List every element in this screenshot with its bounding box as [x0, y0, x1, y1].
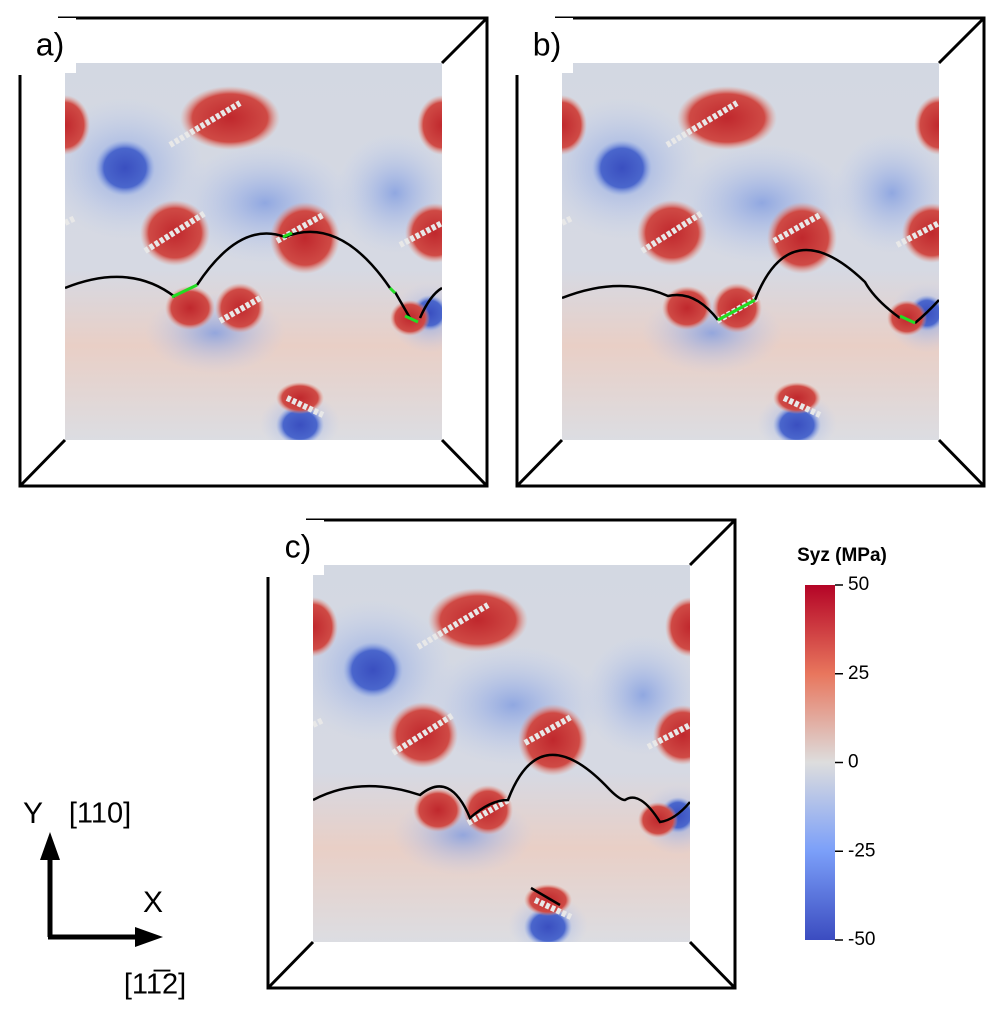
panel-label: b) — [533, 26, 561, 62]
precipitate — [665, 100, 739, 148]
colorbar-tick-label: 0 — [848, 752, 859, 773]
y-axis-direction: [110] — [69, 798, 131, 830]
x-axis-name: X — [143, 886, 163, 919]
precipitate — [466, 796, 512, 826]
red-lobe — [388, 702, 458, 768]
frame-edge — [688, 940, 737, 990]
panel: b) — [515, 16, 986, 488]
red-lobe — [653, 705, 690, 765]
panel-label: c) — [285, 528, 312, 564]
red-lobe — [270, 202, 340, 274]
colorbar-tick-label: 25 — [848, 663, 869, 684]
red-lobe — [413, 788, 463, 832]
precipitate — [782, 395, 822, 418]
y-axis-name: Y — [23, 797, 43, 830]
red-lobe — [463, 785, 513, 835]
blue-lobe — [773, 405, 821, 440]
red-lobe — [637, 200, 707, 266]
precipitate — [562, 215, 574, 226]
red-lobe — [428, 588, 528, 652]
red-lobe — [313, 597, 338, 657]
dislocation-segment — [282, 231, 293, 239]
red-lobe — [276, 382, 324, 414]
precipitate — [65, 215, 77, 226]
frame-edge — [937, 16, 986, 65]
red-lobe — [562, 95, 587, 155]
red-lobe — [902, 203, 939, 263]
red-lobe — [65, 95, 90, 155]
label-backdrop — [515, 18, 573, 73]
frame-edge — [18, 438, 67, 488]
red-lobe — [417, 95, 442, 155]
dislocation-segment — [717, 298, 756, 322]
panel: a) — [18, 16, 489, 488]
red-lobe — [914, 95, 939, 155]
axes-triad — [40, 832, 163, 947]
precipitate — [533, 897, 573, 920]
colorbar-tick-label: 50 — [848, 574, 869, 595]
colorbar-tick-label: -25 — [848, 840, 875, 861]
dislocation-segment — [171, 283, 198, 299]
stress-field — [313, 565, 690, 942]
blue-lobe — [95, 140, 155, 196]
label-backdrop — [18, 18, 76, 73]
precipitate — [218, 294, 264, 324]
precipitate — [398, 220, 442, 248]
frame-edge — [515, 438, 564, 488]
precipitate — [168, 100, 242, 148]
precipitate — [772, 212, 822, 244]
red-lobe — [215, 283, 265, 333]
panel: c) — [266, 518, 737, 990]
dislocation-line — [562, 248, 939, 324]
stress-field — [562, 63, 939, 440]
red-lobe — [662, 286, 712, 330]
panels: a) b) c) — [18, 16, 986, 990]
stress-field — [65, 63, 442, 440]
label-backdrop — [266, 520, 324, 575]
precipitate — [416, 602, 490, 650]
panel-label: a) — [36, 26, 64, 62]
red-lobe — [140, 200, 210, 266]
blue-lobe — [276, 405, 324, 440]
red-lobe — [677, 86, 777, 150]
red-lobe — [165, 286, 215, 330]
colorbar-tick-label: -50 — [848, 929, 875, 950]
blue-lobe — [592, 140, 652, 196]
red-lobe — [405, 203, 442, 263]
colorbar-gradient — [805, 585, 835, 940]
precipitate — [523, 714, 573, 746]
frame-edge — [937, 438, 986, 488]
y-arrowhead — [40, 832, 60, 860]
colorbar: Syz (MPa) 50 25 0 -25 -50 — [797, 545, 887, 950]
frame-edge — [440, 438, 489, 488]
precipitate — [646, 722, 690, 750]
red-lobe — [180, 86, 280, 150]
x-axis-direction: [11̅2] — [124, 969, 186, 1001]
frame-edge — [688, 518, 737, 567]
frame-edge — [440, 16, 489, 65]
frame-edge — [266, 940, 315, 990]
x-arrowhead — [135, 927, 163, 947]
red-lobe — [773, 382, 821, 414]
precipitate — [895, 220, 939, 248]
dislocation-segment — [388, 286, 397, 295]
blue-lobe — [343, 642, 403, 698]
dislocation-line — [313, 753, 690, 907]
colorbar-title: Syz (MPa) — [797, 545, 887, 566]
dislocation-segment — [899, 314, 916, 325]
red-lobe — [712, 283, 762, 333]
red-lobe — [665, 597, 690, 657]
blue-lobe — [524, 907, 572, 942]
precipitate — [285, 395, 325, 418]
dislocation-segment — [404, 314, 419, 324]
precipitate — [313, 717, 325, 728]
